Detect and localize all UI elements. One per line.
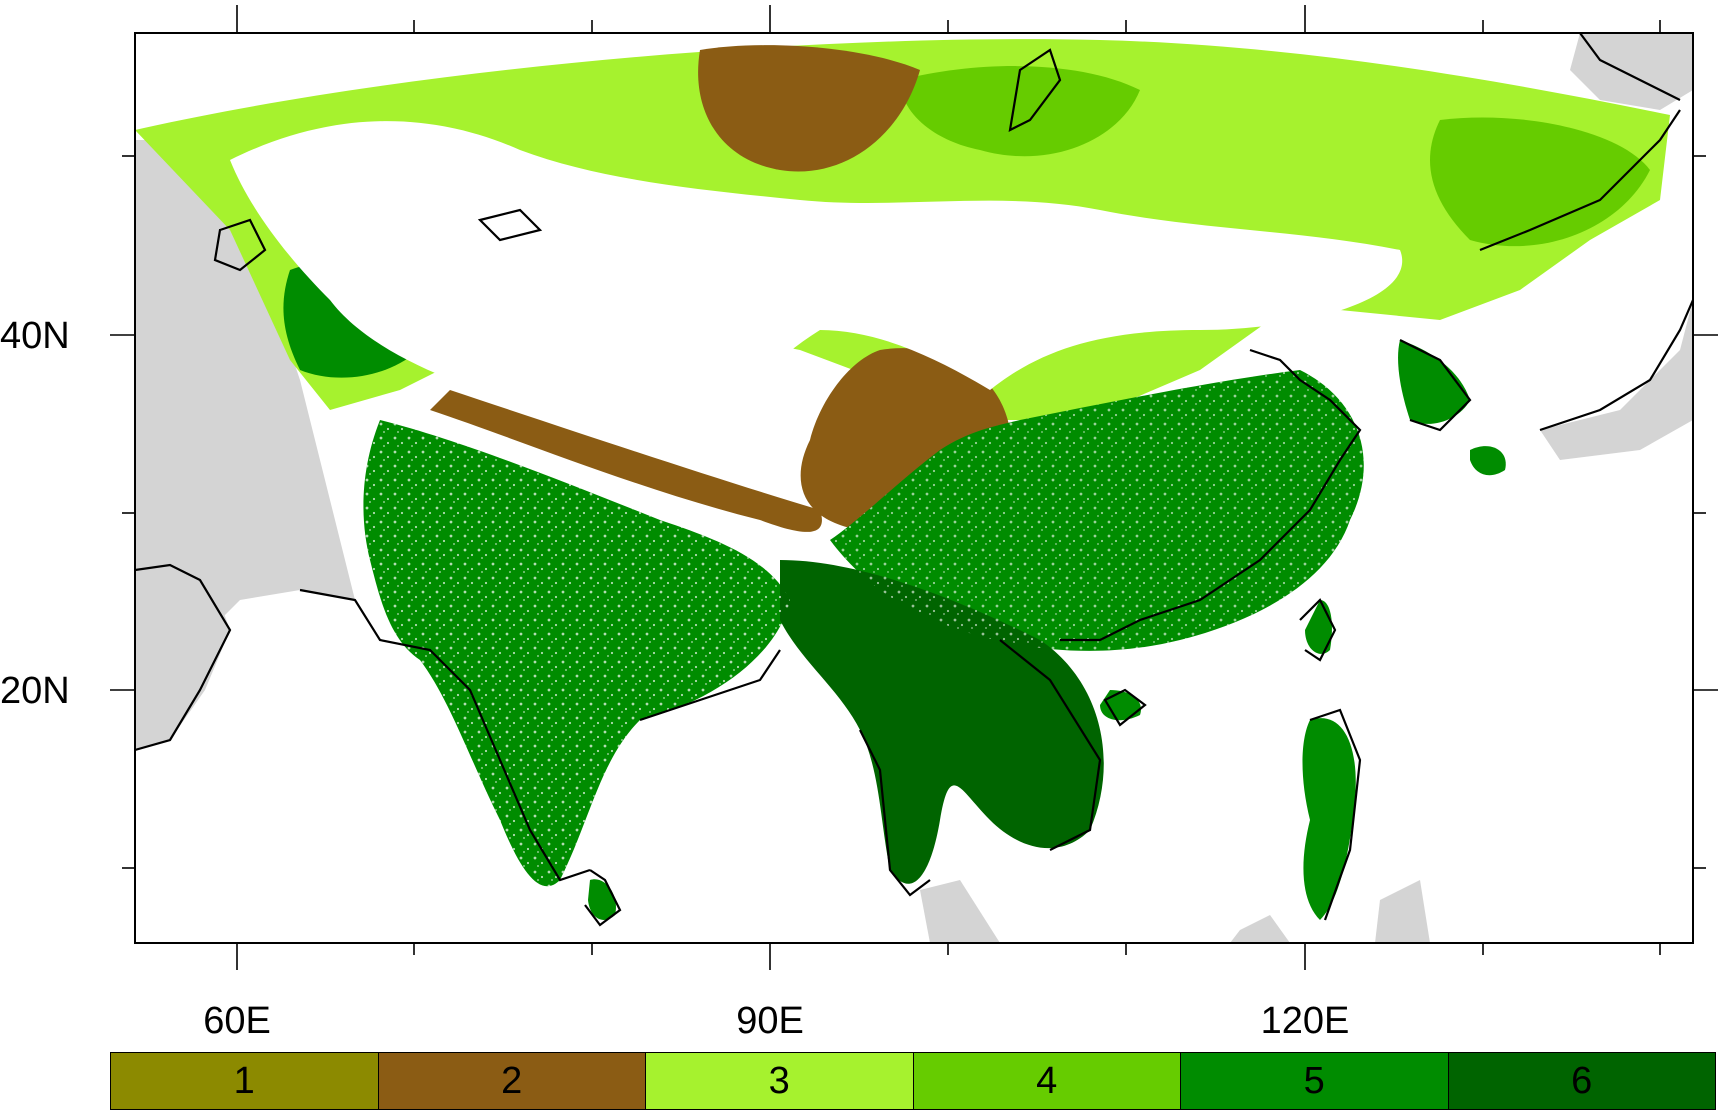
colorbar-label-4: 4 xyxy=(1036,1059,1058,1102)
class2-himalaya xyxy=(430,390,822,532)
colorbar-label-6: 6 xyxy=(1571,1059,1593,1102)
colorbar-legend: 1 2 3 4 5 6 xyxy=(110,1052,1716,1110)
lon-label-120e: 120E xyxy=(1260,1000,1350,1042)
colorbar-label-3: 3 xyxy=(768,1059,790,1102)
colorbar-cell-5: 5 xyxy=(1181,1053,1449,1109)
coastlines xyxy=(135,33,1693,927)
colorbar-cell-4: 4 xyxy=(913,1053,1181,1109)
land-outside-domain-west xyxy=(135,140,355,640)
lat-label-40n: 40N xyxy=(0,315,70,357)
class5-taiwan xyxy=(1305,600,1332,654)
land-outside-domain-newguinea xyxy=(1375,880,1430,943)
land-outside-domain-japan xyxy=(1540,300,1693,460)
colorbar-cell-2: 2 xyxy=(378,1053,646,1109)
land-outside-domain-south xyxy=(920,880,1000,943)
plot-frame xyxy=(134,32,1694,944)
land-outside-domain-arabia xyxy=(135,570,230,750)
colorbar-label-5: 5 xyxy=(1303,1059,1325,1102)
colorbar-cell-1: 1 xyxy=(111,1053,379,1109)
lon-label-60e: 60E xyxy=(203,1000,271,1042)
class5-hainan xyxy=(1100,690,1141,721)
axis-ticks xyxy=(110,5,1718,970)
lat-label-20n: 20N xyxy=(0,670,70,712)
colorbar-cell-6: 6 xyxy=(1448,1053,1715,1109)
class5-philippines xyxy=(1302,718,1356,920)
barren-interior xyxy=(230,121,1403,470)
colorbar-label-2: 2 xyxy=(501,1059,523,1102)
class2-mongolia xyxy=(698,45,920,172)
class4-patch-northeast xyxy=(1430,117,1650,247)
speckle-overlay-south xyxy=(363,420,790,887)
colorbar-label-1: 1 xyxy=(233,1059,255,1102)
colorbar-cell-3: 3 xyxy=(646,1053,914,1109)
class5-korea xyxy=(1398,340,1470,424)
class5-japan-south xyxy=(1470,446,1506,476)
land-outside-domain-borneo xyxy=(1230,915,1290,943)
lon-label-90e: 90E xyxy=(736,1000,804,1042)
class4-patch-north xyxy=(900,66,1140,157)
